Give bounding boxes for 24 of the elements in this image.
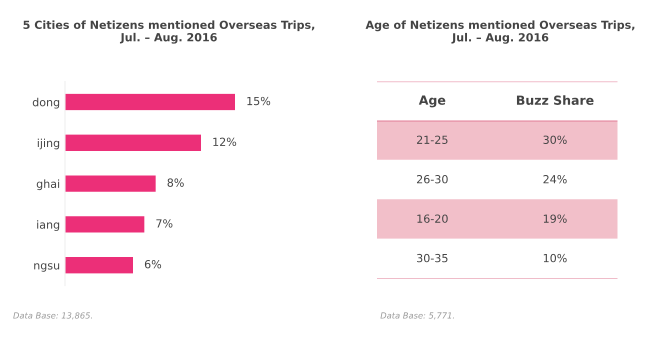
data-label: 6% — [144, 260, 162, 268]
data-label: 7% — [156, 219, 172, 228]
data-label: 8% — [168, 178, 184, 187]
data-label: 15% — [247, 96, 270, 106]
text: 30% — [543, 136, 567, 144]
text: Buzz Share — [516, 95, 594, 105]
text: Data Base: 5,771. — [380, 312, 454, 320]
chart-title: 5 Cities of Netizens mentioned Overseas Trips, Jul. – Aug. 2016 — [24, 20, 314, 44]
text: Age of Netizens mentioned Overseas Trips, Jul. – Aug. 2016 — [366, 20, 634, 44]
text: Age — [418, 96, 446, 108]
y-tick-label: ngsu — [34, 263, 60, 272]
text: 19% — [544, 214, 567, 223]
category-label: 30-35 — [417, 254, 448, 262]
category-label: 16-20 — [417, 214, 448, 223]
category-label: 21-25 — [416, 136, 448, 144]
y-tick-label: dong — [32, 98, 60, 109]
y-tick-label: ijing — [38, 138, 60, 150]
text: 10% — [544, 254, 567, 262]
y-tick-label: iang — [37, 220, 60, 231]
category-label: 26-30 — [416, 175, 448, 184]
text: 24% — [543, 175, 567, 184]
y-tick-label: ghai — [36, 179, 60, 190]
text: Data Base: 13,865. — [13, 312, 92, 320]
data-label: 12% — [213, 138, 236, 146]
